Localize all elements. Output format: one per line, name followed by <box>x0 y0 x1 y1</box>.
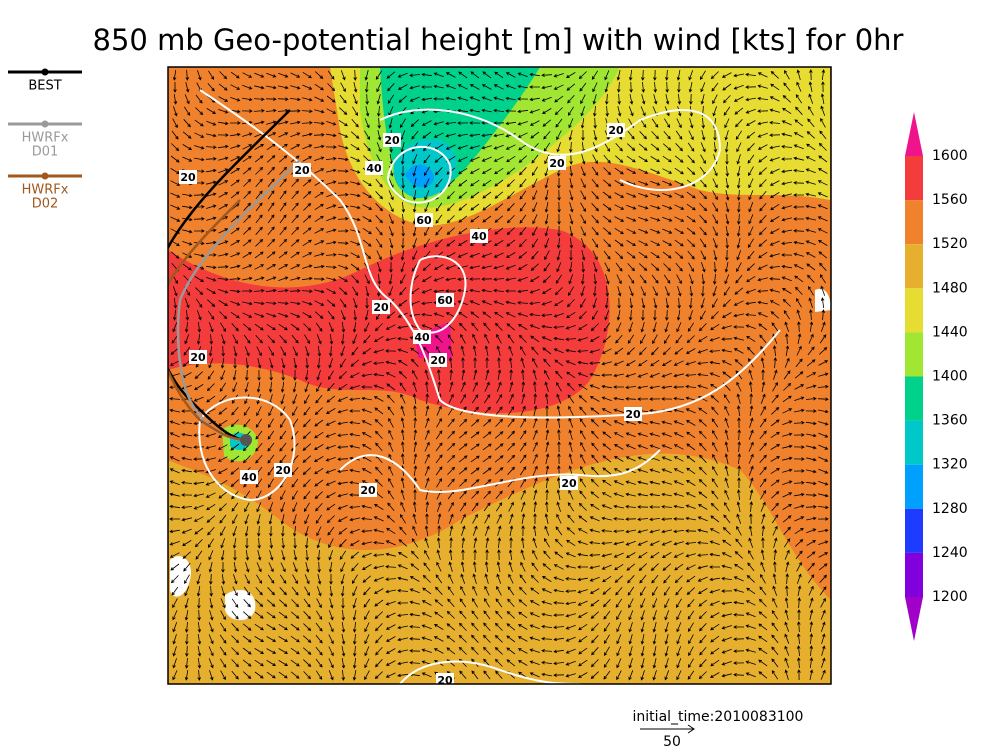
contour-label: 20 <box>437 674 453 687</box>
contour-label-box <box>548 156 566 170</box>
colorbar-label: 1360 <box>932 413 968 429</box>
contour-label-box <box>365 161 383 175</box>
contour-label: 20 <box>360 484 376 497</box>
contour-line <box>199 89 781 419</box>
contour-label-box <box>189 350 207 364</box>
contour-label-box <box>607 123 625 137</box>
colorbar-box <box>905 376 923 421</box>
contour-label-box <box>429 353 447 367</box>
legend-label: D02 <box>32 197 59 212</box>
contour-label-box <box>372 300 390 314</box>
map-frame <box>167 66 832 685</box>
contour-label: 40 <box>366 162 382 175</box>
contour-label-box <box>359 483 377 497</box>
contour-label: 20 <box>608 124 624 137</box>
contour-label: 20 <box>430 354 446 367</box>
colorbar-label: 1320 <box>932 457 968 473</box>
colorbar-box <box>905 200 923 245</box>
colorbar-label: 1280 <box>932 501 968 517</box>
contour-label: 40 <box>471 230 487 243</box>
contour-label-box <box>274 463 292 477</box>
contour-line <box>339 449 661 494</box>
storm-center <box>240 434 252 446</box>
contour-label-box <box>436 673 454 684</box>
colorbar-label: 1240 <box>932 545 968 561</box>
colorbar-triangle <box>905 112 923 156</box>
legend-marker <box>41 120 49 128</box>
legend-label: D01 <box>32 145 59 160</box>
contour-label: 40 <box>241 471 257 484</box>
colorbar-box <box>905 508 923 553</box>
contour-line <box>387 145 452 204</box>
legend-label: BEST <box>28 79 61 94</box>
colorbar-label: 1600 <box>932 148 968 164</box>
contour-label-box <box>470 229 488 243</box>
field-fill <box>415 322 452 360</box>
contour-label-box <box>383 133 401 147</box>
colorbar-box <box>905 420 923 465</box>
initial-time: initial_time:2010083100 <box>633 709 804 725</box>
colorbar-box <box>905 464 923 509</box>
contour-label: 20 <box>180 171 196 184</box>
contour-label: 20 <box>625 408 641 421</box>
contour-label: 20 <box>275 464 291 477</box>
track-best <box>168 109 291 442</box>
contour-label-box <box>179 170 197 184</box>
contour-label: 60 <box>437 294 453 307</box>
contour-line <box>379 108 722 191</box>
colorbar-box <box>905 552 923 597</box>
colorbar-label: 1520 <box>932 236 968 252</box>
colorbar-label: 1400 <box>932 369 968 385</box>
contours <box>198 89 781 684</box>
colorbar-label: 1440 <box>932 324 968 340</box>
colorbar: 1600 1560 1520 1480 1440 1400 1360 1320 1280 1240… <box>905 112 968 641</box>
contour-label: 20 <box>561 477 577 490</box>
title: 850 mb Geo-potential height [m] with win… <box>93 23 904 57</box>
vector-scale-arrowhead <box>687 724 695 734</box>
contour-label: 20 <box>190 351 206 364</box>
contour-label: 20 <box>373 301 389 314</box>
contour-label-box <box>293 163 311 177</box>
colorbar-box <box>905 156 923 201</box>
track-d01 <box>176 159 301 442</box>
field-fill <box>405 164 434 188</box>
contour-label-box <box>415 213 433 227</box>
colorbar-box <box>905 332 923 377</box>
colorbar-triangle <box>905 597 923 641</box>
contour-label: 20 <box>549 157 565 170</box>
contour-label: 20 <box>294 164 310 177</box>
contour-label: 40 <box>414 331 430 344</box>
contour-label-box <box>413 330 431 344</box>
contour-label-box <box>560 476 578 490</box>
colorbar-box <box>905 244 923 289</box>
legend-label: HWRFx <box>22 131 69 146</box>
contour-label: 20 <box>384 134 400 147</box>
colorbar-label: 1560 <box>932 192 968 208</box>
track-d02 <box>168 199 247 442</box>
colorbar-box <box>905 288 923 333</box>
contour-label-box <box>624 407 642 421</box>
legend-marker <box>41 68 49 76</box>
legend-label: HWRFx <box>22 183 69 198</box>
contour-label-box <box>240 470 258 484</box>
contour-label-box <box>436 293 454 307</box>
contour-label: 60 <box>416 214 432 227</box>
vector-scale-label: 50 <box>663 734 681 750</box>
colorbar-label: 1200 <box>932 589 968 605</box>
colorbar-label: 1480 <box>932 280 968 296</box>
contour-line <box>409 255 467 334</box>
legend-marker <box>41 172 49 180</box>
